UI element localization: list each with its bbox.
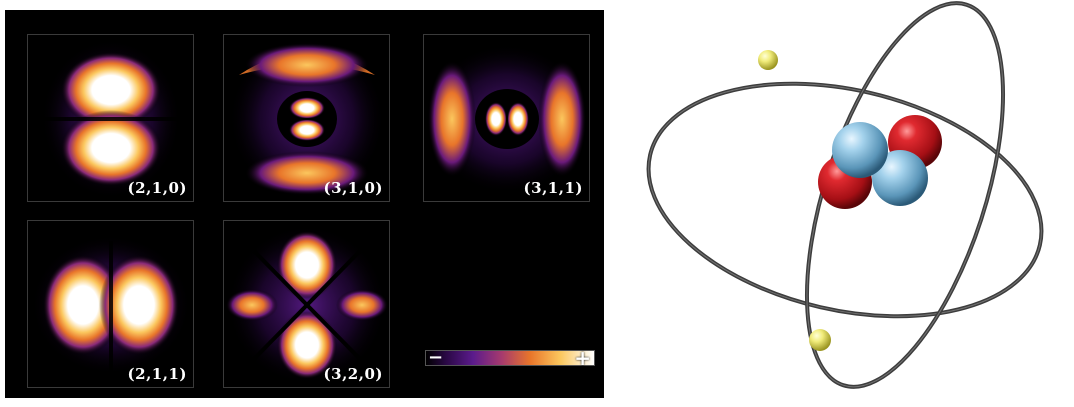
orbital-cell-3-2-0: (3,2,0) bbox=[223, 220, 390, 388]
helium-atom-icon bbox=[615, 0, 1074, 403]
orbital-label: (2,1,1) bbox=[127, 365, 187, 383]
electron bbox=[758, 50, 778, 70]
orbital-2-1-1-plot bbox=[31, 235, 191, 375]
nucleus-icon bbox=[818, 115, 942, 209]
orbital-label: (3,2,0) bbox=[323, 365, 383, 383]
colorbar: − + bbox=[425, 346, 595, 370]
orbital-3-1-1-plot bbox=[425, 44, 589, 194]
orbital-label: (3,1,1) bbox=[523, 179, 583, 197]
electron bbox=[809, 329, 831, 351]
orbital-3-2-0-plot bbox=[226, 225, 388, 385]
orbital-2-1-0-plot bbox=[38, 39, 185, 199]
colorbar-minus-label: − bbox=[428, 347, 444, 368]
orbital-label: (3,1,0) bbox=[323, 179, 383, 197]
orbital-panel: (2,1,0) (3,1,0) (3,1,1) bbox=[5, 10, 604, 398]
orbital-cell-2-1-1: (2,1,1) bbox=[27, 220, 194, 388]
neutron bbox=[872, 150, 928, 206]
colorbar-plus-label: + bbox=[574, 346, 591, 370]
atom-illustration bbox=[646, 1, 1044, 389]
orbital-cell-3-1-1: (3,1,1) bbox=[423, 34, 590, 202]
orbital-cell-2-1-0: (2,1,0) bbox=[27, 34, 194, 202]
orbital-label: (2,1,0) bbox=[127, 179, 187, 197]
orbital-3-1-0-plot bbox=[229, 37, 385, 201]
orbital-cell-3-1-0: (3,1,0) bbox=[223, 34, 390, 202]
neutron bbox=[832, 122, 888, 178]
